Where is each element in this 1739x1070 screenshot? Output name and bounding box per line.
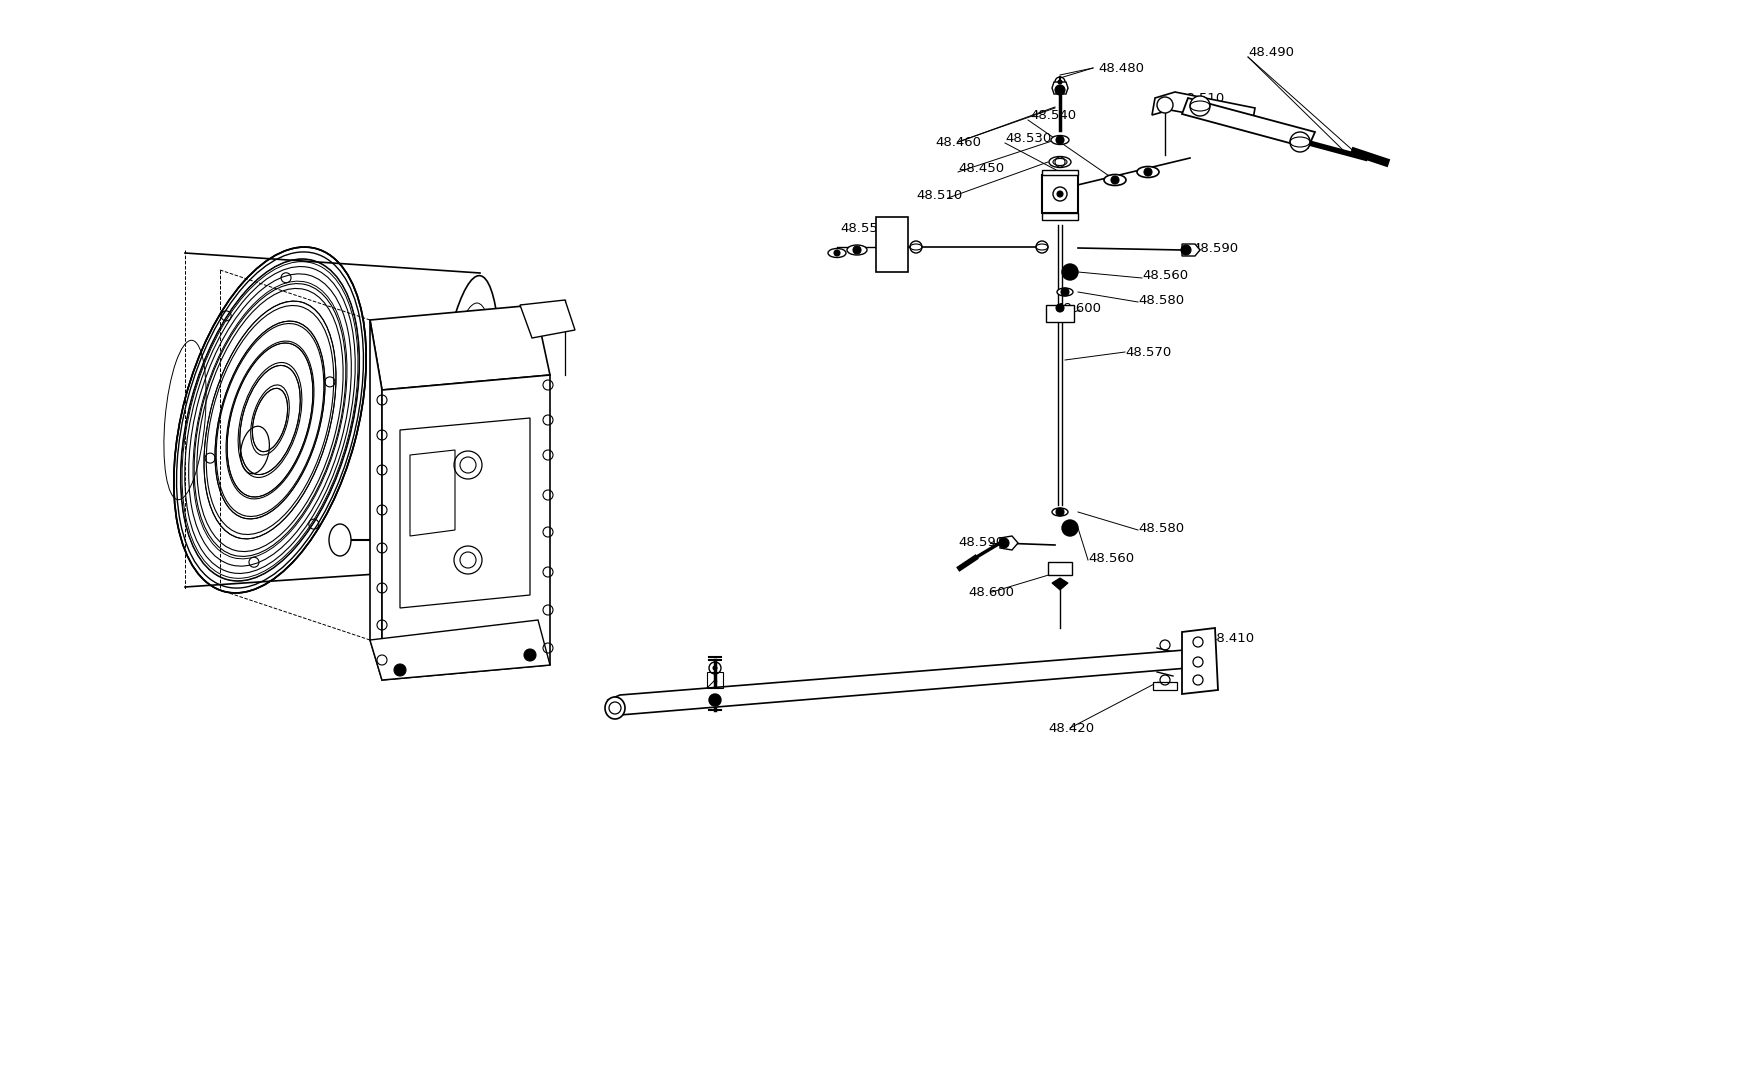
Ellipse shape [430, 276, 501, 614]
Text: 48.510: 48.510 [915, 188, 962, 201]
Text: 48.490: 48.490 [1247, 46, 1294, 59]
Ellipse shape [1056, 288, 1073, 296]
Text: 48.600: 48.600 [1054, 302, 1101, 315]
Ellipse shape [605, 697, 624, 719]
Circle shape [998, 538, 1009, 548]
Circle shape [833, 250, 840, 256]
Text: 48.480: 48.480 [1097, 61, 1143, 75]
Circle shape [1056, 192, 1063, 197]
Text: 48.600: 48.600 [967, 585, 1014, 598]
Text: 48.550: 48.550 [840, 221, 885, 234]
Circle shape [708, 694, 720, 706]
Polygon shape [1181, 628, 1217, 694]
Text: 48.420: 48.420 [1047, 721, 1094, 734]
Circle shape [1156, 97, 1172, 113]
Polygon shape [1045, 305, 1073, 322]
Text: 48.560: 48.560 [1141, 269, 1188, 281]
Circle shape [1289, 132, 1309, 152]
Ellipse shape [1103, 174, 1125, 185]
Polygon shape [370, 305, 550, 389]
Polygon shape [370, 320, 383, 681]
Circle shape [713, 666, 716, 670]
Bar [1153, 682, 1176, 690]
Polygon shape [1052, 82, 1068, 94]
Circle shape [1061, 264, 1078, 280]
Ellipse shape [1136, 167, 1158, 178]
Text: 48.540: 48.540 [1029, 108, 1075, 122]
Text: 48.410: 48.410 [1207, 631, 1254, 644]
Circle shape [1056, 136, 1063, 144]
Polygon shape [607, 649, 1188, 715]
Polygon shape [383, 374, 550, 681]
Circle shape [1061, 520, 1078, 536]
Ellipse shape [1049, 156, 1071, 168]
Ellipse shape [1052, 508, 1068, 516]
Text: 48.460: 48.460 [934, 136, 981, 149]
Text: 48.510: 48.510 [1177, 92, 1224, 105]
Circle shape [1054, 85, 1064, 95]
Ellipse shape [828, 248, 845, 258]
Circle shape [1061, 288, 1068, 296]
Circle shape [1111, 175, 1118, 184]
Circle shape [1054, 157, 1064, 167]
Circle shape [1143, 168, 1151, 175]
Polygon shape [1052, 578, 1068, 590]
Ellipse shape [847, 245, 866, 255]
Bar [706, 672, 723, 688]
Polygon shape [1181, 244, 1200, 256]
Polygon shape [1000, 536, 1017, 550]
Polygon shape [1047, 562, 1071, 575]
Circle shape [1057, 80, 1061, 85]
Bar [1042, 175, 1078, 213]
Circle shape [523, 649, 536, 661]
Ellipse shape [1050, 136, 1068, 144]
Text: 48.590: 48.590 [1191, 242, 1238, 255]
Text: 48.570: 48.570 [1125, 346, 1170, 358]
Text: 48.560: 48.560 [1087, 551, 1134, 565]
Circle shape [1056, 304, 1063, 312]
Polygon shape [1181, 98, 1315, 148]
Circle shape [1181, 245, 1189, 255]
Circle shape [852, 246, 861, 254]
Polygon shape [400, 418, 530, 608]
Circle shape [393, 664, 405, 676]
Polygon shape [1042, 170, 1078, 175]
Polygon shape [520, 300, 574, 338]
Polygon shape [370, 620, 550, 681]
Circle shape [1189, 96, 1209, 116]
Bar [875, 217, 908, 272]
Circle shape [909, 241, 922, 253]
Text: 48.420: 48.420 [694, 691, 741, 704]
Polygon shape [1151, 92, 1254, 125]
Text: 48.530: 48.530 [1005, 132, 1050, 144]
Polygon shape [1042, 213, 1078, 220]
Ellipse shape [329, 524, 351, 556]
Polygon shape [410, 450, 454, 536]
Text: 48.580: 48.580 [1137, 521, 1184, 535]
Text: 48.580: 48.580 [1137, 293, 1184, 306]
Circle shape [1056, 508, 1063, 516]
Ellipse shape [174, 247, 365, 593]
Circle shape [1035, 241, 1047, 253]
Text: 48.450: 48.450 [958, 162, 1003, 174]
Text: 48.590: 48.590 [958, 535, 1003, 549]
